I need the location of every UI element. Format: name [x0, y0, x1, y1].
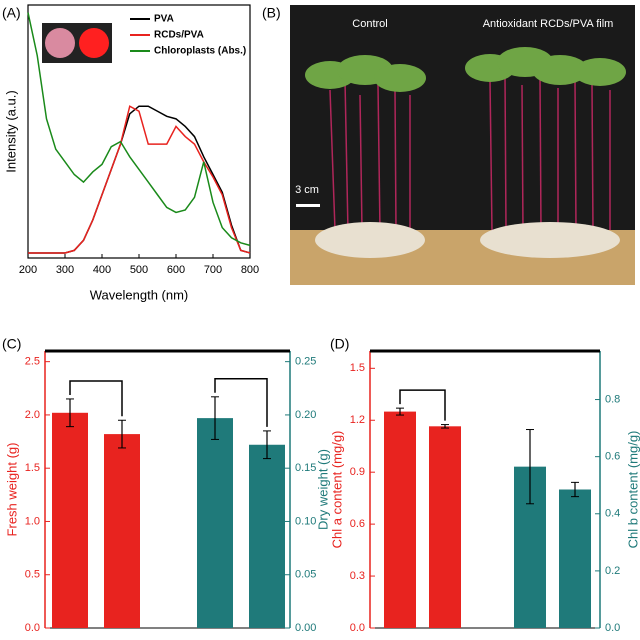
y-tick-label: 1.5 — [25, 462, 40, 474]
series-line — [28, 105, 251, 254]
bar — [104, 434, 140, 628]
y-tick-label: 0.6 — [350, 518, 365, 530]
x-tick-label: 400 — [93, 264, 111, 276]
legend-label: Chloroplasts (Abs.) — [154, 46, 246, 57]
y-tick-label: 2.0 — [25, 409, 40, 421]
x-axis-label: Wavelength (nm) — [90, 287, 189, 302]
significance-bracket — [214, 378, 268, 427]
y2-axis-label: Chl b content (mg/g) — [625, 431, 640, 549]
inset-film — [45, 28, 75, 58]
y-tick-label: 0.9 — [350, 466, 365, 478]
y2-axis-label: Dry weight (g) — [315, 449, 330, 530]
y-tick-label: 1.5 — [350, 362, 365, 374]
y2-tick-label: 0.4 — [605, 508, 620, 520]
panel-label: (B) — [262, 5, 281, 21]
scale-bar — [296, 204, 320, 207]
y-axis-label: Chl a content (mg/g) — [329, 431, 344, 549]
y2-tick-label: 0.20 — [295, 409, 316, 421]
series-line — [28, 105, 251, 254]
x-tick-label: 300 — [56, 264, 74, 276]
y-tick-label: 0.5 — [25, 569, 40, 581]
y-tick-label: 0.0 — [25, 622, 40, 634]
y2-tick-label: 0.00 — [295, 622, 316, 634]
x-tick-label: 600 — [167, 264, 185, 276]
significance-bracket — [399, 389, 446, 421]
photo-label: Control — [352, 18, 387, 30]
legend-label: PVA — [154, 14, 174, 25]
y2-tick-label: 0.10 — [295, 515, 316, 527]
photo-label: Antioxidant RCDs/PVA film — [483, 18, 614, 30]
y-axis-label: Fresh weight (g) — [4, 443, 19, 537]
stems — [329, 74, 611, 233]
bar — [384, 411, 416, 628]
y-tick-label: 0.0 — [350, 622, 365, 634]
inset-film — [79, 28, 109, 58]
roots — [315, 222, 620, 258]
y-tick-label: 1.0 — [25, 515, 40, 527]
x-tick-label: 500 — [130, 264, 148, 276]
x-tick-label: 200 — [19, 264, 37, 276]
y-tick-label: 0.3 — [350, 570, 365, 582]
x-tick-label: 700 — [204, 264, 222, 276]
bar — [559, 489, 591, 628]
bar — [429, 426, 461, 628]
legend-label: RCDs/PVA — [154, 30, 204, 41]
y2-tick-label: 0.25 — [295, 356, 316, 368]
significance-bracket — [69, 380, 123, 417]
y-tick-label: 1.2 — [350, 414, 365, 426]
scale-label: 3 cm — [295, 184, 319, 196]
leaves — [305, 47, 626, 92]
bar — [52, 412, 88, 628]
y2-tick-label: 0.8 — [605, 393, 620, 405]
bar — [197, 418, 233, 628]
y-tick-label: 2.5 — [25, 356, 40, 368]
y2-tick-label: 0.05 — [295, 569, 316, 581]
photo-panel: 3 cm Control Antioxidant RCDs/PVA film (… — [262, 5, 635, 285]
y2-tick-label: 0.0 — [605, 622, 620, 634]
y2-tick-label: 0.2 — [605, 565, 620, 577]
x-tick-label: 800 — [241, 264, 259, 276]
panel-label: (D) — [330, 336, 349, 352]
series-line — [27, 12, 251, 247]
panel-label: (C) — [2, 336, 21, 352]
y2-tick-label: 0.6 — [605, 451, 620, 463]
panel-label: (A) — [2, 5, 21, 21]
y-axis-label: Intensity (a.u.) — [3, 90, 18, 172]
y2-tick-label: 0.15 — [295, 462, 316, 474]
bar — [249, 444, 285, 628]
